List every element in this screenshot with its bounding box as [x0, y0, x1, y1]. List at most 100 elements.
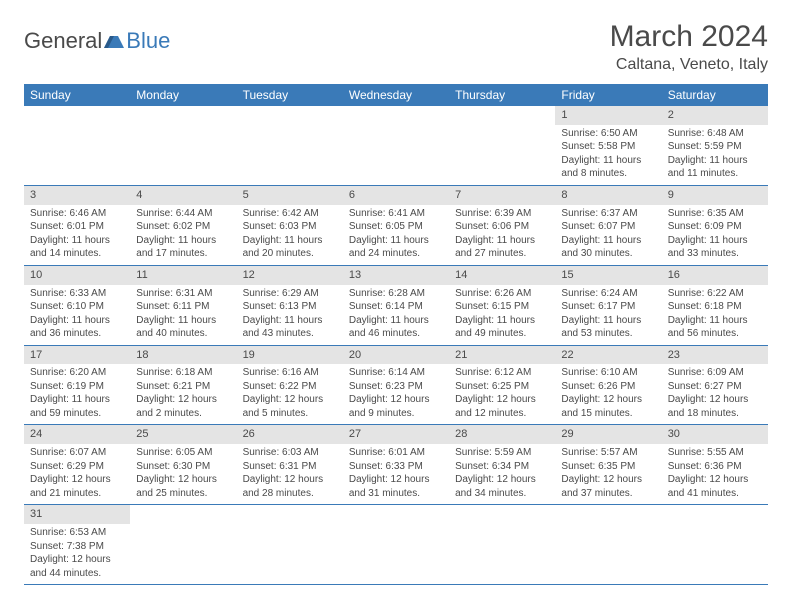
sunrise-text: Sunrise: 6:41 AM: [349, 207, 443, 221]
calendar-day-cell: 25Sunrise: 6:05 AMSunset: 6:30 PMDayligh…: [130, 425, 236, 505]
daylight-text: Daylight: 12 hours and 21 minutes.: [30, 473, 124, 500]
day-details: Sunrise: 6:14 AMSunset: 6:23 PMDaylight:…: [343, 364, 449, 424]
calendar-day-cell: 6Sunrise: 6:41 AMSunset: 6:05 PMDaylight…: [343, 185, 449, 265]
daylight-text: Daylight: 11 hours and 27 minutes.: [455, 234, 549, 261]
day-details: Sunrise: 6:39 AMSunset: 6:06 PMDaylight:…: [449, 205, 555, 265]
daylight-text: Daylight: 11 hours and 8 minutes.: [561, 154, 655, 181]
day-details: Sunrise: 6:50 AMSunset: 5:58 PMDaylight:…: [555, 125, 661, 185]
daylight-text: Daylight: 11 hours and 46 minutes.: [349, 314, 443, 341]
calendar-day-cell: 11Sunrise: 6:31 AMSunset: 6:11 PMDayligh…: [130, 265, 236, 345]
day-number: 24: [24, 425, 130, 444]
sunrise-text: Sunrise: 6:14 AM: [349, 366, 443, 380]
day-details: Sunrise: 6:28 AMSunset: 6:14 PMDaylight:…: [343, 285, 449, 345]
flag-icon: [104, 34, 124, 48]
day-details: Sunrise: 6:33 AMSunset: 6:10 PMDaylight:…: [24, 285, 130, 345]
sunset-text: Sunset: 6:27 PM: [668, 380, 762, 394]
sunrise-text: Sunrise: 6:26 AM: [455, 287, 549, 301]
calendar-day-cell: 7Sunrise: 6:39 AMSunset: 6:06 PMDaylight…: [449, 185, 555, 265]
day-number: 20: [343, 346, 449, 365]
day-details: Sunrise: 6:42 AMSunset: 6:03 PMDaylight:…: [237, 205, 343, 265]
calendar-day-cell: 8Sunrise: 6:37 AMSunset: 6:07 PMDaylight…: [555, 185, 661, 265]
day-number: 22: [555, 346, 661, 365]
calendar-day-cell: 28Sunrise: 5:59 AMSunset: 6:34 PMDayligh…: [449, 425, 555, 505]
day-details: Sunrise: 6:10 AMSunset: 6:26 PMDaylight:…: [555, 364, 661, 424]
sunrise-text: Sunrise: 6:28 AM: [349, 287, 443, 301]
day-number: 25: [130, 425, 236, 444]
sunset-text: Sunset: 6:35 PM: [561, 460, 655, 474]
daylight-text: Daylight: 11 hours and 20 minutes.: [243, 234, 337, 261]
brand-main: General: [24, 28, 102, 54]
day-details: Sunrise: 6:35 AMSunset: 6:09 PMDaylight:…: [662, 205, 768, 265]
day-number: 4: [130, 186, 236, 205]
day-number: 18: [130, 346, 236, 365]
weekday-head: Thursday: [449, 84, 555, 106]
daylight-text: Daylight: 11 hours and 30 minutes.: [561, 234, 655, 261]
day-number: 6: [343, 186, 449, 205]
sunset-text: Sunset: 6:29 PM: [30, 460, 124, 474]
calendar-week-row: 10Sunrise: 6:33 AMSunset: 6:10 PMDayligh…: [24, 265, 768, 345]
location-label: Caltana, Veneto, Italy: [610, 56, 768, 74]
daylight-text: Daylight: 12 hours and 18 minutes.: [668, 393, 762, 420]
day-number: 30: [662, 425, 768, 444]
weekday-head: Saturday: [662, 84, 768, 106]
sunrise-text: Sunrise: 6:20 AM: [30, 366, 124, 380]
day-details: Sunrise: 5:57 AMSunset: 6:35 PMDaylight:…: [555, 444, 661, 504]
sunset-text: Sunset: 6:15 PM: [455, 300, 549, 314]
sunset-text: Sunset: 6:30 PM: [136, 460, 230, 474]
sunrise-text: Sunrise: 6:05 AM: [136, 446, 230, 460]
page-title: March 2024: [610, 20, 768, 54]
calendar-day-cell: [24, 106, 130, 185]
day-details: Sunrise: 6:24 AMSunset: 6:17 PMDaylight:…: [555, 285, 661, 345]
brand-logo: General Blue: [24, 20, 170, 54]
daylight-text: Daylight: 12 hours and 15 minutes.: [561, 393, 655, 420]
day-number: 14: [449, 266, 555, 285]
day-number: 17: [24, 346, 130, 365]
sunset-text: Sunset: 6:07 PM: [561, 220, 655, 234]
calendar-day-cell: [130, 505, 236, 585]
day-number: 19: [237, 346, 343, 365]
calendar-day-cell: 31Sunrise: 6:53 AMSunset: 7:38 PMDayligh…: [24, 505, 130, 585]
sunrise-text: Sunrise: 6:33 AM: [30, 287, 124, 301]
sunrise-text: Sunrise: 6:39 AM: [455, 207, 549, 221]
daylight-text: Daylight: 12 hours and 44 minutes.: [30, 553, 124, 580]
sunrise-text: Sunrise: 6:44 AM: [136, 207, 230, 221]
sunset-text: Sunset: 6:33 PM: [349, 460, 443, 474]
sunset-text: Sunset: 6:02 PM: [136, 220, 230, 234]
daylight-text: Daylight: 12 hours and 41 minutes.: [668, 473, 762, 500]
sunset-text: Sunset: 6:13 PM: [243, 300, 337, 314]
day-details: Sunrise: 6:05 AMSunset: 6:30 PMDaylight:…: [130, 444, 236, 504]
sunset-text: Sunset: 6:21 PM: [136, 380, 230, 394]
sunrise-text: Sunrise: 6:22 AM: [668, 287, 762, 301]
sunset-text: Sunset: 7:38 PM: [30, 540, 124, 554]
daylight-text: Daylight: 11 hours and 43 minutes.: [243, 314, 337, 341]
daylight-text: Daylight: 11 hours and 53 minutes.: [561, 314, 655, 341]
calendar-day-cell: 20Sunrise: 6:14 AMSunset: 6:23 PMDayligh…: [343, 345, 449, 425]
day-details: Sunrise: 6:07 AMSunset: 6:29 PMDaylight:…: [24, 444, 130, 504]
sunrise-text: Sunrise: 6:10 AM: [561, 366, 655, 380]
calendar-day-cell: [237, 505, 343, 585]
day-details: Sunrise: 6:09 AMSunset: 6:27 PMDaylight:…: [662, 364, 768, 424]
header: General Blue March 2024 Caltana, Veneto,…: [24, 20, 768, 74]
day-number: 28: [449, 425, 555, 444]
day-details: Sunrise: 6:22 AMSunset: 6:18 PMDaylight:…: [662, 285, 768, 345]
daylight-text: Daylight: 12 hours and 9 minutes.: [349, 393, 443, 420]
day-details: Sunrise: 6:41 AMSunset: 6:05 PMDaylight:…: [343, 205, 449, 265]
calendar-day-cell: 22Sunrise: 6:10 AMSunset: 6:26 PMDayligh…: [555, 345, 661, 425]
sunset-text: Sunset: 6:25 PM: [455, 380, 549, 394]
sunrise-text: Sunrise: 5:57 AM: [561, 446, 655, 460]
day-details: Sunrise: 6:16 AMSunset: 6:22 PMDaylight:…: [237, 364, 343, 424]
sunrise-text: Sunrise: 6:35 AM: [668, 207, 762, 221]
calendar-day-cell: 23Sunrise: 6:09 AMSunset: 6:27 PMDayligh…: [662, 345, 768, 425]
day-details: Sunrise: 6:44 AMSunset: 6:02 PMDaylight:…: [130, 205, 236, 265]
daylight-text: Daylight: 12 hours and 31 minutes.: [349, 473, 443, 500]
day-number: 16: [662, 266, 768, 285]
calendar-day-cell: [449, 106, 555, 185]
daylight-text: Daylight: 12 hours and 5 minutes.: [243, 393, 337, 420]
day-number: 12: [237, 266, 343, 285]
daylight-text: Daylight: 12 hours and 28 minutes.: [243, 473, 337, 500]
sunrise-text: Sunrise: 6:01 AM: [349, 446, 443, 460]
sunrise-text: Sunrise: 6:48 AM: [668, 127, 762, 141]
weekday-head: Tuesday: [237, 84, 343, 106]
calendar-day-cell: 9Sunrise: 6:35 AMSunset: 6:09 PMDaylight…: [662, 185, 768, 265]
day-number: 10: [24, 266, 130, 285]
